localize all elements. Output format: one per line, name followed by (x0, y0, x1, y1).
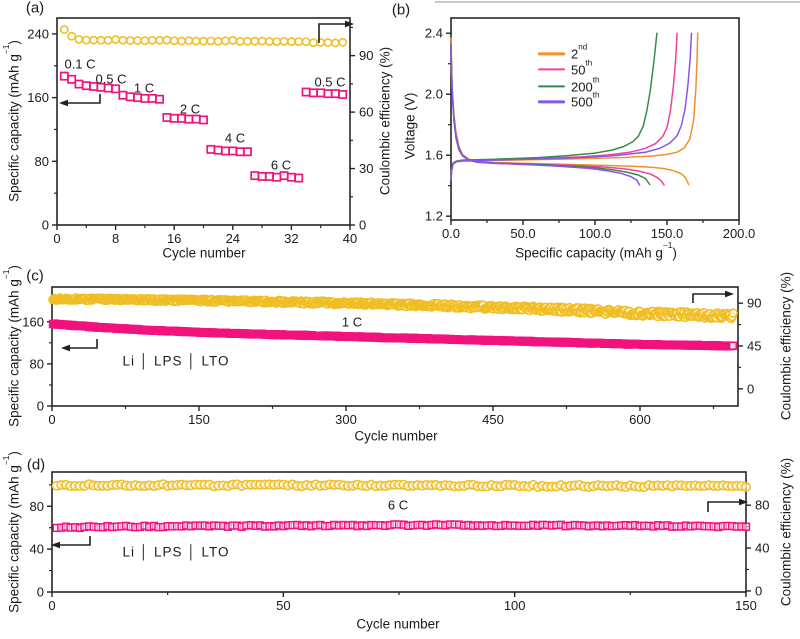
panel-c-rate-annotation: 1 C (341, 314, 363, 330)
svg-text:1.6: 1.6 (425, 148, 443, 163)
svg-text:24: 24 (226, 231, 240, 246)
svg-text:90: 90 (747, 296, 761, 311)
rate-label-0p5c: 0.5 C (95, 71, 127, 87)
panel-c-ylabel-left: Specific capacity (mAh g−1) (0, 265, 22, 427)
panel-a-xlabel: Cycle number (162, 245, 246, 261)
panel-a-ylabel-right: Coulombic efficiency (%) (377, 46, 393, 196)
legend-text-200th: 200th (571, 75, 600, 95)
legend-item-200th: 200th (538, 75, 600, 95)
svg-text:100.0: 100.0 (579, 226, 612, 241)
svg-text:40: 40 (30, 542, 44, 557)
panel-d-ylabel-left: Specific capacity (mAh g−1) (0, 451, 22, 613)
panel-d-tag: (d) (26, 456, 46, 474)
legend-line-2nd (538, 52, 565, 56)
svg-text:40: 40 (755, 541, 769, 556)
svg-text:0: 0 (37, 399, 44, 414)
svg-text:0: 0 (53, 231, 60, 246)
svg-text:80: 80 (30, 356, 44, 371)
legend-item-2nd: 2nd (538, 42, 588, 62)
legend-item-50th: 50th (538, 58, 593, 78)
svg-text:450: 450 (482, 412, 504, 427)
svg-text:2.0: 2.0 (425, 87, 443, 102)
svg-text:240: 240 (27, 26, 49, 41)
rate-label-0p1c: 0.1 C (64, 56, 96, 72)
svg-text:0: 0 (747, 381, 754, 396)
svg-text:150.0: 150.0 (651, 226, 684, 241)
legend-line-200th (538, 85, 565, 88)
svg-text:600: 600 (629, 412, 651, 427)
panel-c-tag: (c) (26, 267, 44, 285)
svg-text:50.0: 50.0 (510, 226, 535, 241)
svg-text:0: 0 (48, 598, 55, 613)
svg-text:80: 80 (30, 499, 44, 514)
svg-text:80: 80 (755, 498, 769, 513)
panel-c-xlabel: Cycle number (354, 428, 438, 444)
legend-line-500th (538, 100, 565, 104)
svg-text:0: 0 (42, 218, 49, 233)
legend-text-2nd: 2nd (571, 42, 588, 62)
rate-label-0p5c-return: 0.5 C (314, 74, 346, 90)
figure-crop-line (435, 1, 800, 3)
legend-line-50th (538, 68, 565, 71)
svg-text:16: 16 (167, 231, 181, 246)
svg-text:40: 40 (343, 231, 357, 246)
rate-label-1c: 1 C (133, 80, 155, 96)
svg-text:0: 0 (359, 218, 366, 233)
panel-c-cell-label: Li │ LPS │ LTO (122, 353, 230, 369)
rate-label-4c: 4 C (224, 130, 246, 146)
panel-d-cell-label: Li │ LPS │ LTO (122, 544, 230, 560)
panel-b-ylabel: Voltage (V) (402, 92, 418, 160)
svg-text:30: 30 (359, 161, 373, 176)
legend-item-500th: 500th (538, 90, 600, 110)
svg-text:160: 160 (27, 90, 49, 105)
svg-text:160: 160 (22, 314, 44, 329)
svg-text:32: 32 (284, 231, 298, 246)
svg-text:60: 60 (359, 105, 373, 120)
panel-c-ylabel-right: Coulombic efficiency (%) (778, 271, 794, 421)
svg-text:1.2: 1.2 (425, 209, 443, 224)
svg-text:0: 0 (48, 412, 55, 427)
rate-label-2c: 2 C (179, 101, 201, 117)
svg-text:2.4: 2.4 (425, 26, 443, 41)
svg-text:80: 80 (35, 154, 49, 169)
legend-text-500th: 500th (571, 90, 600, 110)
panel-b-tag: (b) (391, 1, 411, 19)
svg-text:50: 50 (276, 598, 290, 613)
svg-text:0.0: 0.0 (442, 226, 460, 241)
svg-text:300: 300 (335, 412, 357, 427)
panel-d-ylabel-right: Coulombic efficiency (%) (778, 457, 794, 607)
svg-text:150: 150 (735, 598, 757, 613)
svg-text:0: 0 (755, 583, 762, 598)
panel-b-xlabel: Specific capacity (mAh g−1) (515, 239, 677, 261)
panel-a-tag: (a) (25, 0, 45, 17)
panel-d-xlabel: Cycle number (356, 616, 440, 632)
panel-a-ylabel-left: Specific capacity (mAh g−1) (0, 40, 22, 202)
svg-text:8: 8 (112, 231, 119, 246)
svg-text:150: 150 (188, 412, 210, 427)
svg-text:100: 100 (504, 598, 526, 613)
legend-text-50th: 50th (571, 58, 593, 78)
rate-label-6c: 6 C (270, 157, 292, 173)
svg-text:90: 90 (359, 48, 373, 63)
svg-text:45: 45 (747, 339, 761, 354)
svg-text:200.0: 200.0 (723, 226, 756, 241)
panel-d-rate-annotation: 6 C (387, 497, 409, 513)
svg-text:0: 0 (37, 585, 44, 600)
